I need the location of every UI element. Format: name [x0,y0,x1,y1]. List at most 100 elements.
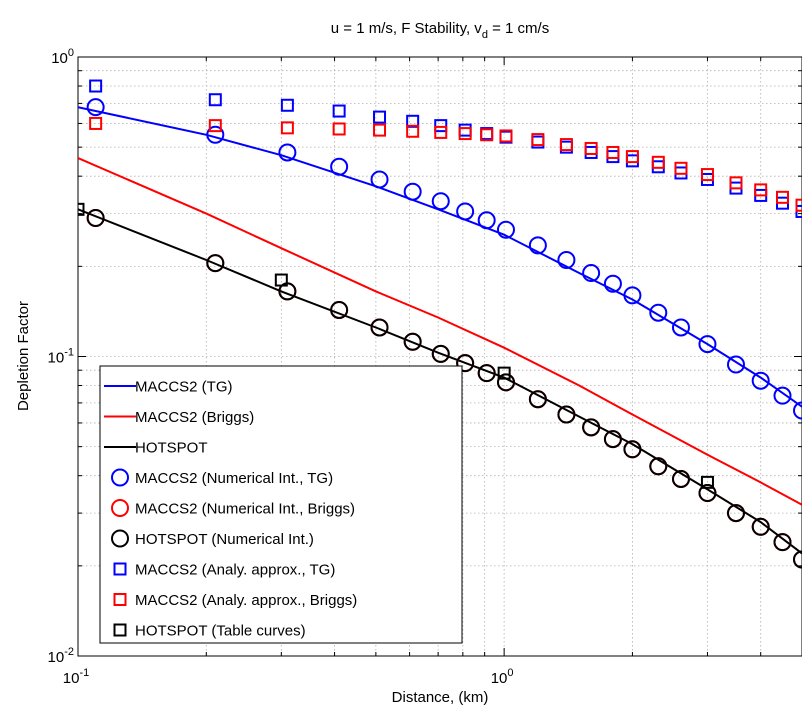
series-6-point [649,457,668,476]
x-axis-label: Distance, (km) [392,689,489,706]
series-4-point [726,355,745,374]
legend-entries: MACCS2 (TG) MACCS2 (Briggs) HOTSPOT MACCS2 … [104,379,357,640]
series-4-point [793,401,802,420]
chart-title: u = 1 m/s, F Stability, vd = 1 cm/s [331,20,549,41]
series-9-point [700,475,714,489]
series-4-point [623,286,642,305]
series-6-point [726,504,745,523]
legend-entry-4-swatch [111,468,129,487]
y-tick-label: 10-2 [48,646,74,666]
series-6-point [582,418,601,437]
legend: MACCS2 (TG) MACCS2 (Briggs) HOTSPOT MACCS2 … [99,365,463,644]
y-tick-label: 100 [51,47,74,67]
series-8-point [89,116,103,130]
series-4-point [649,303,668,322]
series-8-point [729,176,743,190]
series-4-point [528,236,547,255]
series-4-point [603,274,622,293]
series-9-point [274,273,288,287]
series-6-point [86,209,105,228]
series-4-point [86,98,105,117]
legend-entry-7: MACCS2 (Analy. approx., TG) [113,562,335,579]
axis-ticks [77,56,802,657]
legend-entry-5-swatch [111,499,129,517]
legend-entry-6-swatch [111,529,129,548]
series-8-point [480,128,494,142]
series-8-point [531,133,545,147]
series-8-point [795,198,802,212]
series-7-point [434,119,448,133]
legend-box [99,365,463,644]
series-6-point [528,390,547,409]
x-tick-label: 100 [491,667,514,687]
series-8-point [625,150,639,164]
series-7-point [208,93,222,107]
series-4-point [403,182,422,201]
series-4-point [557,250,576,269]
series-8-point [499,129,513,143]
series-7-point [280,98,294,112]
series-6-point [431,344,450,363]
series-7-point [406,114,420,128]
series-8-point [373,123,387,137]
series-4-point [671,318,690,337]
series-9-point [78,202,85,216]
series-2-line [78,157,802,506]
legend-entry-6-label: HOTSPOT (Numerical Int.) [135,531,314,548]
series-8-point [280,121,294,135]
series-6-point [456,354,475,373]
series-9-point [497,366,511,380]
legend-entry-3: HOTSPOT [104,440,208,457]
legend-entry-9-label: HOTSPOT (Table curves) [135,623,306,640]
y-tick-label: 10-1 [48,347,74,367]
series-8-point [776,190,790,204]
legend-entry-9-swatch [113,623,127,637]
legend-entry-4: MACCS2 (Numerical Int., TG) [111,468,333,487]
legend-entry-8: MACCS2 (Analy. approx., Briggs) [113,592,357,609]
legend-entry-1-label: MACCS2 (TG) [135,379,233,396]
series-4-point [477,211,496,230]
legend-entry-1: MACCS2 (TG) [104,379,233,396]
legend-entry-2: MACCS2 (Briggs) [104,409,254,426]
legend-entry-3-label: HOTSPOT [135,440,208,457]
series-3-line [78,208,802,555]
legend-entry-9: HOTSPOT (Table curves) [113,623,306,640]
series-8-point [754,183,768,197]
legend-entry-7-label: MACCS2 (Analy. approx., TG) [135,562,335,579]
series-6-point [623,440,642,459]
legend-entry-5: MACCS2 (Numerical Int., Briggs) [111,499,355,518]
series-6-point [751,517,770,536]
series-6-point [773,533,792,552]
series-layer [78,79,802,569]
series-4-point [370,170,389,189]
series-4-point [330,157,349,176]
legend-entry-7-swatch [113,562,127,576]
legend-entry-5-label: MACCS2 (Numerical Int., Briggs) [135,501,355,518]
series-7-point [373,110,387,124]
series-8-point [559,138,573,152]
series-1-line [78,106,802,408]
series-6-point [206,254,225,273]
series-4-point [456,202,475,221]
series-8-point [651,155,665,169]
series-6-point [698,484,717,503]
series-6-point [793,550,802,569]
series-4-point [278,143,297,162]
legend-entry-2-label: MACCS2 (Briggs) [135,409,254,426]
series-7-point [89,79,103,93]
series-4-point [751,371,770,390]
series-6-point [557,405,576,424]
legend-entry-6: HOTSPOT (Numerical Int.) [111,529,314,548]
series-4-point [698,335,717,354]
legend-entry-4-label: MACCS2 (Numerical Int., TG) [135,470,333,487]
series-6-point [496,373,515,392]
series-4-point [431,192,450,211]
series-8-point [674,161,688,175]
series-6-point [603,430,622,449]
series-8-point [208,119,222,133]
series-8-point [700,168,714,182]
series-7-point [332,104,346,118]
series-8-point [584,141,598,155]
series-6-point [330,300,349,319]
